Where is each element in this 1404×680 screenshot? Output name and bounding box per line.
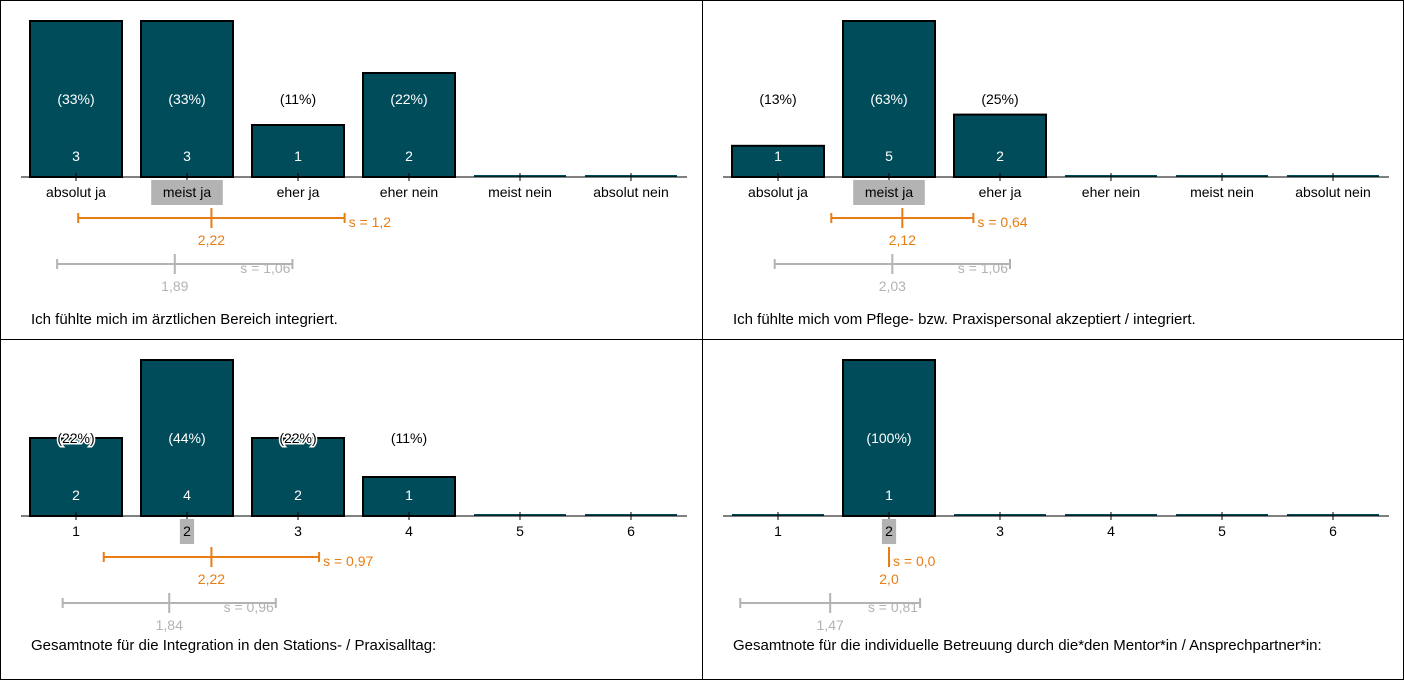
x-tick-label: eher nein (1082, 184, 1140, 200)
reference-mean-label: 1,89 (161, 278, 188, 294)
bar (29, 437, 123, 517)
question-text-1: Ich fühlte mich im ärztlichen Bereich in… (31, 311, 338, 328)
x-tick-label: meist ja (163, 184, 211, 200)
x-tick-label: 3 (294, 523, 302, 539)
x-tick-label: absolut nein (593, 184, 669, 200)
median-highlight (151, 180, 223, 205)
chart-panel-1: absolut ja meist ja eher ja eher nein meist … (0, 0, 703, 340)
bar (362, 476, 456, 517)
median-highlight (853, 180, 925, 205)
question-text-4: Gesamtnote für die individuelle Betreuun… (733, 637, 1322, 654)
self-sd-label: s = 0,97 (323, 553, 373, 569)
x-tick-label: absolut nein (1295, 184, 1371, 200)
bar (842, 359, 936, 517)
x-tick-label: eher nein (380, 184, 438, 200)
question-text-3: Gesamtnote für die Integration in den St… (31, 637, 437, 654)
chart-panel-3: 1 2 3 4 5 6 (22%) 2 (44%) 4 (22%) 2 (11%) 1 2,22 s = 0,… (0, 339, 703, 680)
x-tick-label: 5 (1218, 523, 1226, 539)
percent-label: (100%) (866, 430, 911, 446)
bar-chart-1: absolut ja meist ja eher ja eher nein meist … (21, 20, 687, 294)
self-sd-label: s = 0,0 (893, 553, 936, 569)
reference-mean-label: 1,84 (156, 617, 183, 633)
bar (362, 72, 456, 178)
count-label: 2 (72, 487, 80, 503)
self-sd-label: s = 1,2 (349, 214, 392, 230)
percent-label: (63%) (870, 91, 907, 107)
count-label: 1 (294, 148, 302, 164)
bar (140, 20, 234, 178)
x-tick-label: meist ja (865, 184, 913, 200)
self-mean-label: 2,22 (198, 232, 225, 248)
reference-sd-label: s = 0,81 (868, 599, 918, 615)
x-tick-label: 5 (516, 523, 524, 539)
x-tick-label: absolut ja (748, 184, 808, 200)
chart-panel-4: 1 2 3 4 5 6 (100%) 1 2,0 s = 0,0 1,47 s = 0,81 Gesa… (702, 339, 1404, 680)
count-label: 2 (996, 148, 1004, 164)
percent-label: (11%) (391, 430, 427, 446)
chart-panel-2: absolut ja meist ja eher ja eher nein meist … (702, 0, 1404, 340)
bar-chart-3: 1 2 3 4 5 6 (22%) 2 (44%) 4 (22%) 2 (11%) 1 2,22 s = 0,… (21, 359, 687, 633)
x-tick-label: 1 (774, 523, 782, 539)
x-tick-label: eher ja (277, 184, 320, 200)
bar (953, 113, 1047, 178)
self-mean-label: 2,12 (889, 232, 916, 248)
count-label: 2 (405, 148, 413, 164)
count-label: 1 (885, 487, 893, 503)
count-label: 4 (183, 487, 191, 503)
question-text-2: Ich fühlte mich vom Pflege- bzw. Praxisp… (733, 311, 1196, 328)
percent-label: (33%) (57, 91, 94, 107)
reference-sd-label: s = 0,96 (224, 599, 274, 615)
percent-label: (25%) (981, 91, 1018, 107)
count-label: 5 (885, 148, 893, 164)
x-tick-label: 4 (405, 523, 413, 539)
x-tick-label: 3 (996, 523, 1004, 539)
percent-label: (13%) (759, 91, 796, 107)
self-sd-label: s = 0,64 (977, 214, 1027, 230)
percent-label: (22%) (57, 430, 94, 446)
count-label: 1 (774, 148, 782, 164)
percent-label: (22%) (390, 91, 427, 107)
x-tick-label: 6 (627, 523, 635, 539)
bar (140, 359, 234, 517)
percent-label: (22%) (279, 430, 316, 446)
reference-mean-label: 1,47 (817, 617, 844, 633)
x-tick-label: absolut ja (46, 184, 106, 200)
count-label: 3 (72, 148, 80, 164)
x-tick-label: 2 (885, 523, 893, 539)
self-mean-label: 2,22 (198, 571, 225, 587)
self-mean-label: 2,0 (879, 571, 899, 587)
x-tick-label: meist nein (1190, 184, 1254, 200)
percent-label: (33%) (168, 91, 205, 107)
percent-label: (11%) (280, 91, 316, 107)
bar-chart-2: absolut ja meist ja eher ja eher nein meist … (723, 20, 1389, 294)
median-highlight (881, 519, 897, 544)
x-tick-label: 6 (1329, 523, 1337, 539)
x-tick-label: meist nein (488, 184, 552, 200)
x-tick-label: eher ja (979, 184, 1022, 200)
x-tick-label: 1 (72, 523, 80, 539)
median-highlight (179, 519, 195, 544)
count-label: 1 (405, 487, 413, 503)
count-label: 2 (294, 487, 302, 503)
reference-sd-label: s = 1,06 (240, 260, 290, 276)
reference-sd-label: s = 1,06 (958, 260, 1008, 276)
reference-mean-label: 2,03 (879, 278, 906, 294)
x-tick-label: 4 (1107, 523, 1115, 539)
bar (251, 437, 345, 517)
x-tick-label: 2 (183, 523, 191, 539)
bar-chart-4: 1 2 3 4 5 6 (100%) 1 2,0 s = 0,0 1,47 s = 0,81 (723, 359, 1389, 633)
percent-label: (44%) (168, 430, 205, 446)
bar (29, 20, 123, 178)
count-label: 3 (183, 148, 191, 164)
bar (731, 144, 825, 179)
